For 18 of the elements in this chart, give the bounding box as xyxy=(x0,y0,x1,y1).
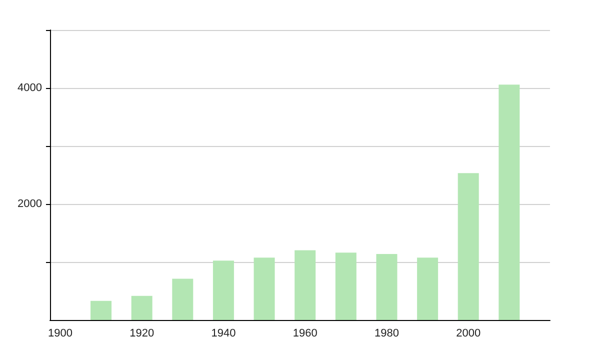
bar xyxy=(294,250,316,320)
bar xyxy=(335,252,356,320)
bar xyxy=(90,300,112,320)
bar xyxy=(172,278,194,320)
y-tick-label: 4000 xyxy=(18,82,42,94)
x-tick-label: 2000 xyxy=(456,328,481,340)
bar xyxy=(376,254,398,320)
x-tick-label: 1960 xyxy=(292,328,318,340)
x-tick-label: 1980 xyxy=(374,328,399,340)
bar xyxy=(254,258,275,320)
bar xyxy=(417,258,438,320)
bar xyxy=(498,84,520,320)
x-tick-label: 1920 xyxy=(130,328,154,340)
x-tick-label: 1940 xyxy=(211,328,236,340)
x-tick-label: 1900 xyxy=(48,328,72,340)
bar xyxy=(131,296,152,320)
bar xyxy=(458,173,479,320)
bar xyxy=(212,260,234,320)
